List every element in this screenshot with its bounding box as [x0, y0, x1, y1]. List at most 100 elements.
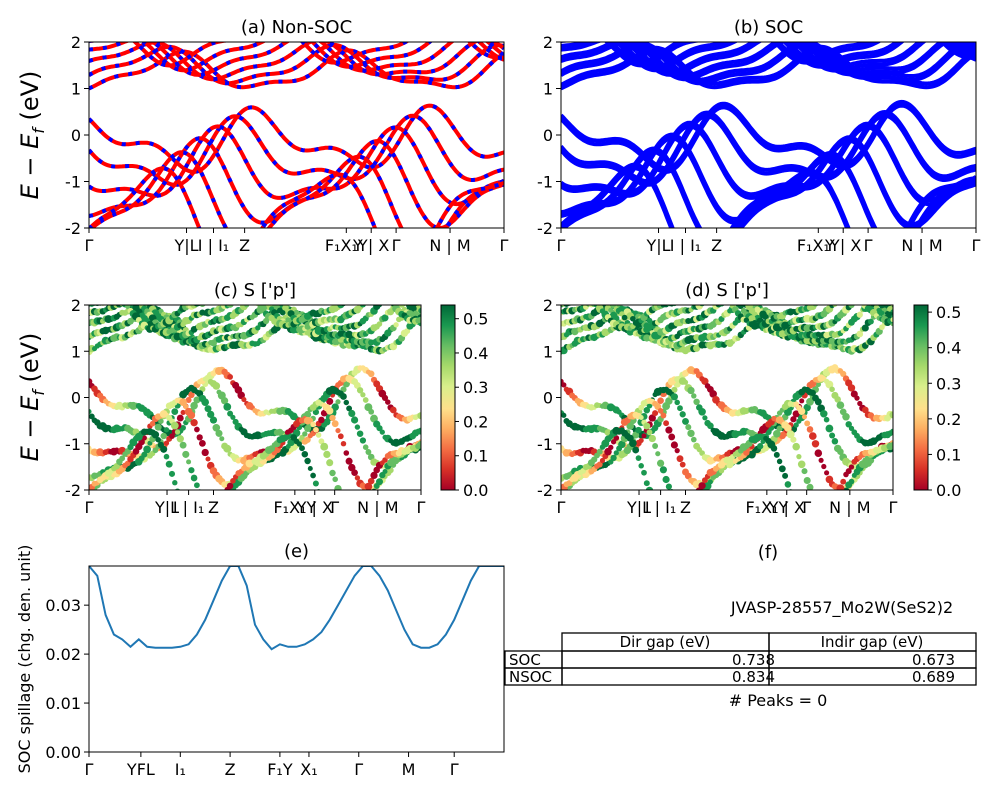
- scatter-point: [343, 450, 350, 456]
- band-line-split-5: [561, 162, 976, 228]
- scatter-point: [816, 531, 821, 536]
- scatter-point: [593, 295, 601, 303]
- y-tick-label: 0.03: [45, 596, 81, 615]
- scatter-point: [376, 286, 382, 292]
- y-tick-label: 1: [543, 80, 553, 99]
- scatter-point: [804, 528, 810, 534]
- scatter-point: [111, 295, 117, 301]
- scatter-point: [674, 447, 680, 454]
- x-tick-label: Γ: [864, 236, 873, 255]
- scatter-point: [679, 411, 686, 418]
- scatter-point: [645, 486, 654, 490]
- scatter-point: [360, 392, 366, 398]
- scatter-point: [327, 518, 333, 524]
- scatter-point: [856, 330, 864, 338]
- scatter-point: [848, 464, 855, 470]
- scatter-point: [852, 290, 857, 295]
- scatter-point: [397, 305, 401, 306]
- scatter-point: [163, 427, 170, 433]
- scatter-point: [335, 428, 341, 434]
- x-tick-label: F₁X₁Y: [745, 498, 788, 517]
- scatter-point: [815, 298, 821, 304]
- scatter-point: [323, 450, 331, 459]
- scatter-point: [371, 284, 377, 290]
- scatter-point: [643, 406, 651, 414]
- x-tick-label: Y|L: [154, 498, 179, 517]
- x-tick-label: Z: [208, 498, 219, 517]
- scatter-point: [332, 476, 338, 483]
- scatter-point: [364, 482, 373, 490]
- scatter-point: [802, 525, 808, 531]
- scatter-point: [862, 294, 869, 301]
- scatter-point: [259, 305, 267, 312]
- scatter-point: [190, 419, 198, 427]
- x-tick-label: N | M: [901, 236, 942, 255]
- scatter-point: [655, 451, 661, 457]
- panel-e: (e) 0.00 0.01 0.02 0.03 Γ YFL I₁ Z F₁Y X₁ Γ M Γ SOC sp…: [15, 541, 505, 779]
- scatter-point: [329, 414, 336, 422]
- scatter-point: [188, 467, 195, 474]
- scatter-point: [190, 401, 198, 410]
- scatter-point: [561, 382, 567, 388]
- scatter-point: [143, 445, 151, 454]
- scatter-point: [583, 293, 589, 299]
- scatter-point: [818, 457, 824, 463]
- scatter-point: [698, 408, 706, 416]
- scatter-point: [834, 396, 841, 403]
- scatter-point: [212, 382, 221, 390]
- scatter-point: [338, 492, 343, 497]
- scatter-point: [638, 414, 644, 421]
- band-line-11: [132, 42, 504, 68]
- band-line-4: [561, 150, 976, 228]
- scatter-point: [580, 292, 585, 297]
- scatter-point: [310, 421, 316, 428]
- scatter-point: [335, 530, 341, 536]
- scatter-point: [237, 391, 245, 400]
- scatter-point: [417, 427, 421, 435]
- scatter-point: [815, 381, 822, 388]
- scatter-point: [223, 403, 232, 411]
- scatter-point: [690, 502, 697, 509]
- scatter-point: [594, 299, 599, 304]
- scatter-point: [351, 291, 357, 297]
- scatter-point: [585, 293, 592, 300]
- scatter-point: [208, 298, 214, 304]
- scatter-point: [86, 293, 92, 299]
- scatter-point: [354, 475, 361, 481]
- scatter-point: [318, 438, 325, 445]
- scatter-point: [685, 424, 692, 431]
- scatter-point: [776, 425, 783, 432]
- scatter-point: [331, 403, 339, 411]
- scatter-point: [169, 433, 175, 439]
- colorbar-tick-label: 0.5: [936, 303, 961, 322]
- scatter-point: [648, 414, 656, 422]
- colorbar-tick-label: 0.5: [463, 310, 488, 329]
- scatter-point: [113, 295, 120, 302]
- scatter-point: [212, 423, 221, 432]
- scatter-point: [832, 305, 838, 307]
- scatter-point: [368, 408, 375, 415]
- scatter-point: [839, 282, 847, 290]
- scatter-point: [165, 460, 173, 468]
- plot-area: [86, 284, 421, 536]
- x-tick-label: Y|L: [626, 498, 651, 517]
- scatter-point: [857, 296, 862, 301]
- scatter-point: [335, 399, 341, 405]
- scatter-point: [163, 453, 170, 460]
- scatter-point: [205, 305, 211, 306]
- scatter-point: [626, 422, 635, 430]
- axes-frame: [560, 304, 894, 491]
- scatter-point: [840, 293, 846, 299]
- scatter-point: [343, 399, 350, 406]
- scatter-point: [116, 296, 124, 304]
- scatter-point: [349, 509, 354, 514]
- scatter-point: [566, 292, 573, 299]
- scatter-point: [362, 397, 369, 403]
- scatter-point: [370, 291, 378, 299]
- x-tick-label: X₁: [300, 760, 317, 779]
- band-line-dash-7: [89, 42, 504, 86]
- scatter-point: [782, 472, 789, 479]
- colorbar-tick-label: 0.2: [463, 412, 488, 431]
- y-tick-label: 0.00: [45, 743, 81, 762]
